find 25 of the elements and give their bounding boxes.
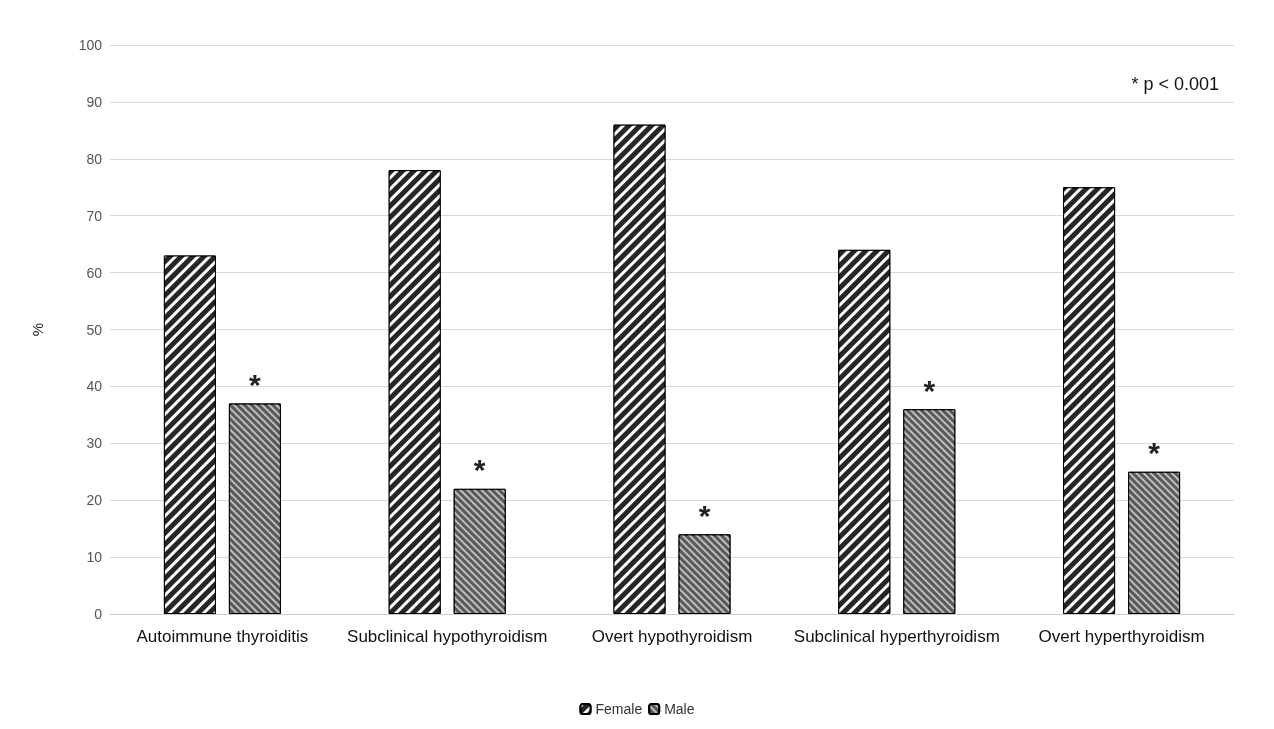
annotation: * p < 0.001 [1131,74,1219,94]
y-tick-label: 0 [94,606,103,622]
data-label: * [923,373,936,407]
data-label: * [249,367,262,401]
y-tick-label: 50 [86,321,103,338]
x-tick-label: Autoimmune thyroiditis [136,627,309,646]
y-tick-label: 80 [86,150,103,167]
legend-label: Male [664,701,695,717]
x-tick-label: Subclinical hyperthyroidism [793,627,1000,646]
y-tick-label: 70 [86,207,103,224]
y-tick-label: 40 [86,378,103,395]
data-label: * [698,498,711,532]
y-tick-label: 60 [86,264,103,281]
y-tick-label: 30 [86,435,103,452]
data-label: * [473,453,486,487]
y-tick-label: 20 [86,492,103,509]
y-tick-label: 90 [86,93,103,110]
legend-label: Female [595,701,643,717]
y-axis-title: % [29,322,46,337]
y-tick-label: 10 [86,549,103,566]
x-tick-label: Subclinical hypothyroidism [347,627,548,646]
y-tick-label: 100 [78,37,103,53]
x-tick-label: Overt hypothyroidism [591,627,753,646]
x-tick-label: Overt hyperthyroidism [1038,627,1205,646]
data-label: * [1148,436,1161,470]
